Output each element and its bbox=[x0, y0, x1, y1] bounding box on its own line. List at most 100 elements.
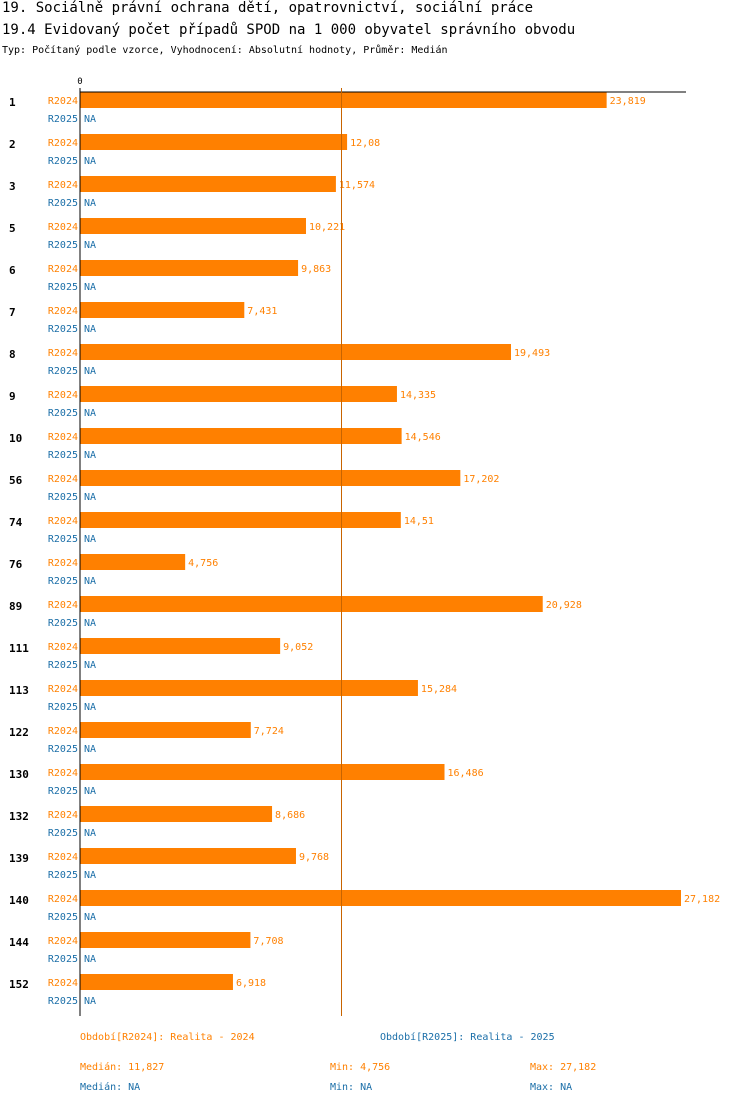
category-label: 6 bbox=[9, 264, 16, 277]
series-label-r2024: R2024 bbox=[48, 684, 78, 695]
series-label-r2025: R2025 bbox=[48, 408, 78, 419]
series-label-r2024: R2024 bbox=[48, 768, 78, 779]
series-label-r2025: R2025 bbox=[48, 618, 78, 629]
bar-r2024 bbox=[80, 512, 401, 528]
series-label-r2025: R2025 bbox=[48, 870, 78, 881]
series-label-r2024: R2024 bbox=[48, 474, 78, 485]
data-label-r2024: 16,486 bbox=[448, 768, 484, 779]
category-label: 3 bbox=[9, 180, 16, 193]
category-label: 140 bbox=[9, 894, 29, 907]
category-label: 8 bbox=[9, 348, 16, 361]
series-label-r2024: R2024 bbox=[48, 306, 78, 317]
stat-min-2024: Min: 4,756 bbox=[330, 1062, 391, 1073]
data-label-r2025: NA bbox=[84, 450, 96, 461]
bar-r2024 bbox=[80, 134, 348, 150]
data-label-r2025: NA bbox=[84, 744, 96, 755]
series-label-r2025: R2025 bbox=[48, 912, 78, 923]
data-label-r2024: 15,284 bbox=[421, 684, 457, 695]
bar-r2024 bbox=[80, 554, 186, 570]
bar-r2024 bbox=[80, 722, 251, 738]
category-label: 10 bbox=[9, 432, 22, 445]
data-label-r2025: NA bbox=[84, 660, 96, 671]
data-label-r2024: 27,182 bbox=[684, 894, 720, 905]
data-label-r2024: 20,928 bbox=[546, 600, 582, 611]
category-label: 5 bbox=[9, 222, 16, 235]
category-label: 74 bbox=[9, 516, 23, 529]
series-label-r2025: R2025 bbox=[48, 492, 78, 503]
series-label-r2024: R2024 bbox=[48, 516, 78, 527]
series-label-r2025: R2025 bbox=[48, 366, 78, 377]
chart-subtitle: 19.4 Evidovaný počet případů SPOD na 1 0… bbox=[2, 22, 576, 38]
category-label: 2 bbox=[9, 138, 16, 151]
bar-r2024 bbox=[80, 932, 251, 948]
data-label-r2025: NA bbox=[84, 156, 96, 167]
stat-min-2025: Min: NA bbox=[330, 1082, 373, 1093]
legend-period-2025: Období[R2025]: Realita - 2025 bbox=[380, 1032, 555, 1043]
data-label-r2025: NA bbox=[84, 618, 96, 629]
series-label-r2025: R2025 bbox=[48, 828, 78, 839]
data-label-r2025: NA bbox=[84, 408, 96, 419]
bar-r2024 bbox=[80, 386, 397, 402]
bar-r2024 bbox=[80, 92, 607, 108]
series-label-r2025: R2025 bbox=[48, 240, 78, 251]
category-label: 144 bbox=[9, 936, 29, 949]
bar-r2024 bbox=[80, 680, 418, 696]
data-label-r2025: NA bbox=[84, 786, 96, 797]
series-label-r2025: R2025 bbox=[48, 660, 78, 671]
series-label-r2024: R2024 bbox=[48, 96, 78, 107]
category-label: 113 bbox=[9, 684, 29, 697]
data-label-r2024: 11,574 bbox=[339, 180, 375, 191]
bar-r2024 bbox=[80, 596, 543, 612]
category-label: 76 bbox=[9, 558, 23, 571]
data-label-r2025: NA bbox=[84, 534, 96, 545]
data-label-r2024: 14,51 bbox=[404, 516, 434, 527]
category-label: 130 bbox=[9, 768, 29, 781]
data-label-r2025: NA bbox=[84, 996, 96, 1007]
data-label-r2025: NA bbox=[84, 198, 96, 209]
series-label-r2024: R2024 bbox=[48, 852, 78, 863]
data-label-r2024: 4,756 bbox=[188, 558, 218, 569]
bar-r2024 bbox=[80, 806, 273, 822]
chart-title: 19. Sociálně právní ochrana dětí, opatro… bbox=[2, 0, 534, 16]
bar-chart: 0 1 R2024 R2025 23,819 NA 2 R2024 R2025 12,08 NA 3 R… bbox=[9, 77, 720, 1016]
stat-max-2025: Max: NA bbox=[530, 1082, 573, 1093]
data-label-r2025: NA bbox=[84, 870, 96, 881]
series-label-r2025: R2025 bbox=[48, 114, 78, 125]
category-label: 1 bbox=[9, 96, 16, 109]
series-label-r2025: R2025 bbox=[48, 450, 78, 461]
bar-r2024 bbox=[80, 302, 245, 318]
data-label-r2024: 9,768 bbox=[299, 852, 329, 863]
series-label-r2025: R2025 bbox=[48, 744, 78, 755]
category-label: 7 bbox=[9, 306, 16, 319]
series-label-r2024: R2024 bbox=[48, 558, 78, 569]
data-label-r2024: 9,863 bbox=[301, 264, 331, 275]
bar-r2024 bbox=[80, 344, 511, 360]
series-label-r2025: R2025 bbox=[48, 786, 78, 797]
data-label-r2025: NA bbox=[84, 702, 96, 713]
data-label-r2024: 7,724 bbox=[254, 726, 284, 737]
series-label-r2024: R2024 bbox=[48, 978, 78, 989]
series-label-r2025: R2025 bbox=[48, 534, 78, 545]
series-label-r2024: R2024 bbox=[48, 810, 78, 821]
series-label-r2025: R2025 bbox=[48, 324, 78, 335]
stat-median-2025: Medián: NA bbox=[80, 1082, 141, 1093]
data-label-r2025: NA bbox=[84, 576, 96, 587]
data-label-r2024: 14,546 bbox=[405, 432, 441, 443]
series-label-r2024: R2024 bbox=[48, 390, 78, 401]
data-label-r2025: NA bbox=[84, 240, 96, 251]
bar-r2024 bbox=[80, 176, 336, 192]
data-label-r2025: NA bbox=[84, 954, 96, 965]
series-label-r2025: R2025 bbox=[48, 996, 78, 1007]
category-label: 122 bbox=[9, 726, 29, 739]
bar-r2024 bbox=[80, 428, 402, 444]
bar-r2024 bbox=[80, 974, 233, 990]
data-label-r2024: 8,686 bbox=[275, 810, 305, 821]
axis-zero-label: 0 bbox=[77, 77, 82, 87]
category-label: 9 bbox=[9, 390, 16, 403]
series-label-r2025: R2025 bbox=[48, 954, 78, 965]
data-label-r2025: NA bbox=[84, 828, 96, 839]
legend-period-2024: Období[R2024]: Realita - 2024 bbox=[80, 1032, 255, 1043]
data-label-r2024: 7,431 bbox=[247, 306, 277, 317]
category-label: 56 bbox=[9, 474, 23, 487]
data-label-r2024: 14,335 bbox=[400, 390, 436, 401]
